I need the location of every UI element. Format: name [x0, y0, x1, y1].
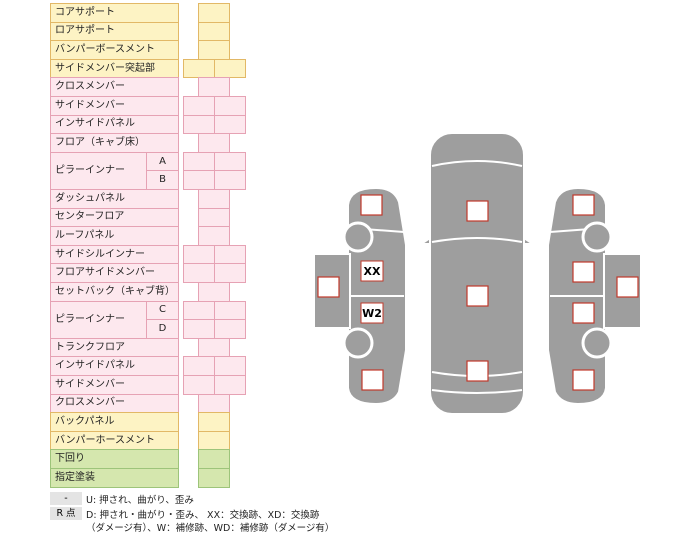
part-label: ピラーインナー — [50, 300, 147, 339]
check-box — [183, 356, 215, 376]
check-box — [183, 263, 215, 283]
check-box — [214, 263, 246, 283]
check-box — [198, 21, 230, 42]
check-box — [198, 207, 230, 228]
check-box — [198, 337, 230, 358]
check-box — [214, 151, 246, 172]
part-label: ピラーインナー — [50, 151, 147, 190]
part-label: サイドメンバー突起部 — [50, 58, 179, 79]
part-label: バンパーボースメント — [50, 40, 179, 60]
part-label: コアサポート — [50, 3, 179, 23]
check-box — [198, 226, 230, 246]
check-box — [183, 300, 215, 321]
check-box — [198, 3, 230, 23]
part-label: サイドシルインナー — [50, 244, 179, 265]
mark-box — [360, 302, 384, 324]
damage-boxes — [317, 194, 639, 391]
part-label: 下回り — [50, 449, 179, 469]
check-box — [214, 96, 246, 116]
check-box — [183, 96, 215, 116]
part-label: ルーフパネル — [50, 226, 179, 246]
check-box — [198, 393, 230, 414]
legend-text: （ダメージ有）、W：補修跡、WD：補修跡（ダメージ有） — [86, 523, 335, 534]
mark-label: W2 — [362, 307, 382, 320]
check-box — [214, 58, 246, 79]
wheels — [342, 221, 613, 359]
part-label: トランクフロア — [50, 337, 179, 358]
part-label: サイドメンバー — [50, 96, 179, 116]
part-label: インサイドパネル — [50, 356, 179, 376]
check-box — [214, 300, 246, 321]
check-box — [183, 114, 215, 135]
mark-box — [360, 260, 384, 282]
check-box — [198, 468, 230, 488]
check-box — [214, 319, 246, 339]
part-label: 指定塗装 — [50, 468, 179, 488]
check-box — [198, 412, 230, 432]
check-box — [198, 430, 230, 451]
check-box — [183, 151, 215, 172]
check-box — [198, 189, 230, 209]
part-sub-label: C — [146, 300, 179, 321]
part-label: センターフロア — [50, 207, 179, 228]
part-label: インサイドパネル — [50, 114, 179, 135]
check-box — [214, 114, 246, 135]
check-box — [183, 58, 215, 79]
part-label: フロアサイドメンバー — [50, 263, 179, 283]
check-box — [183, 170, 215, 190]
check-box — [214, 170, 246, 190]
part-label: フロア（キャブ床） — [50, 133, 179, 153]
check-box — [198, 40, 230, 60]
check-box — [214, 356, 246, 376]
legend-key: - — [50, 492, 82, 505]
part-label: バンパーホースメント — [50, 430, 179, 451]
car-top — [429, 132, 525, 415]
part-label: セットバック（キャブ背） — [50, 282, 179, 302]
check-box — [198, 77, 230, 97]
panel-lines — [349, 160, 605, 394]
check-box — [214, 244, 246, 265]
part-sub-label: A — [146, 151, 179, 172]
check-box — [214, 375, 246, 395]
part-label: クロスメンバー — [50, 77, 179, 97]
check-box — [198, 449, 230, 469]
mirrors — [417, 236, 537, 245]
check-box — [183, 375, 215, 395]
part-label: ロアサポート — [50, 21, 179, 42]
part-label: サイドメンバー — [50, 375, 179, 395]
check-box — [198, 133, 230, 153]
legend-text: D: 押され・曲がり・歪み、 XX：交換跡、XD：交換跡 — [86, 510, 320, 521]
mark-label: XX — [364, 265, 381, 278]
check-box — [183, 244, 215, 265]
legend-key: R 点 — [50, 507, 82, 520]
check-box — [198, 282, 230, 302]
part-label: バックパネル — [50, 412, 179, 432]
legend-text: U: 押され、曲がり、歪み — [86, 495, 194, 506]
part-sub-label: B — [146, 170, 179, 190]
part-sub-label: D — [146, 319, 179, 339]
check-box — [183, 319, 215, 339]
part-label: ダッシュパネル — [50, 189, 179, 209]
part-label: クロスメンバー — [50, 393, 179, 414]
